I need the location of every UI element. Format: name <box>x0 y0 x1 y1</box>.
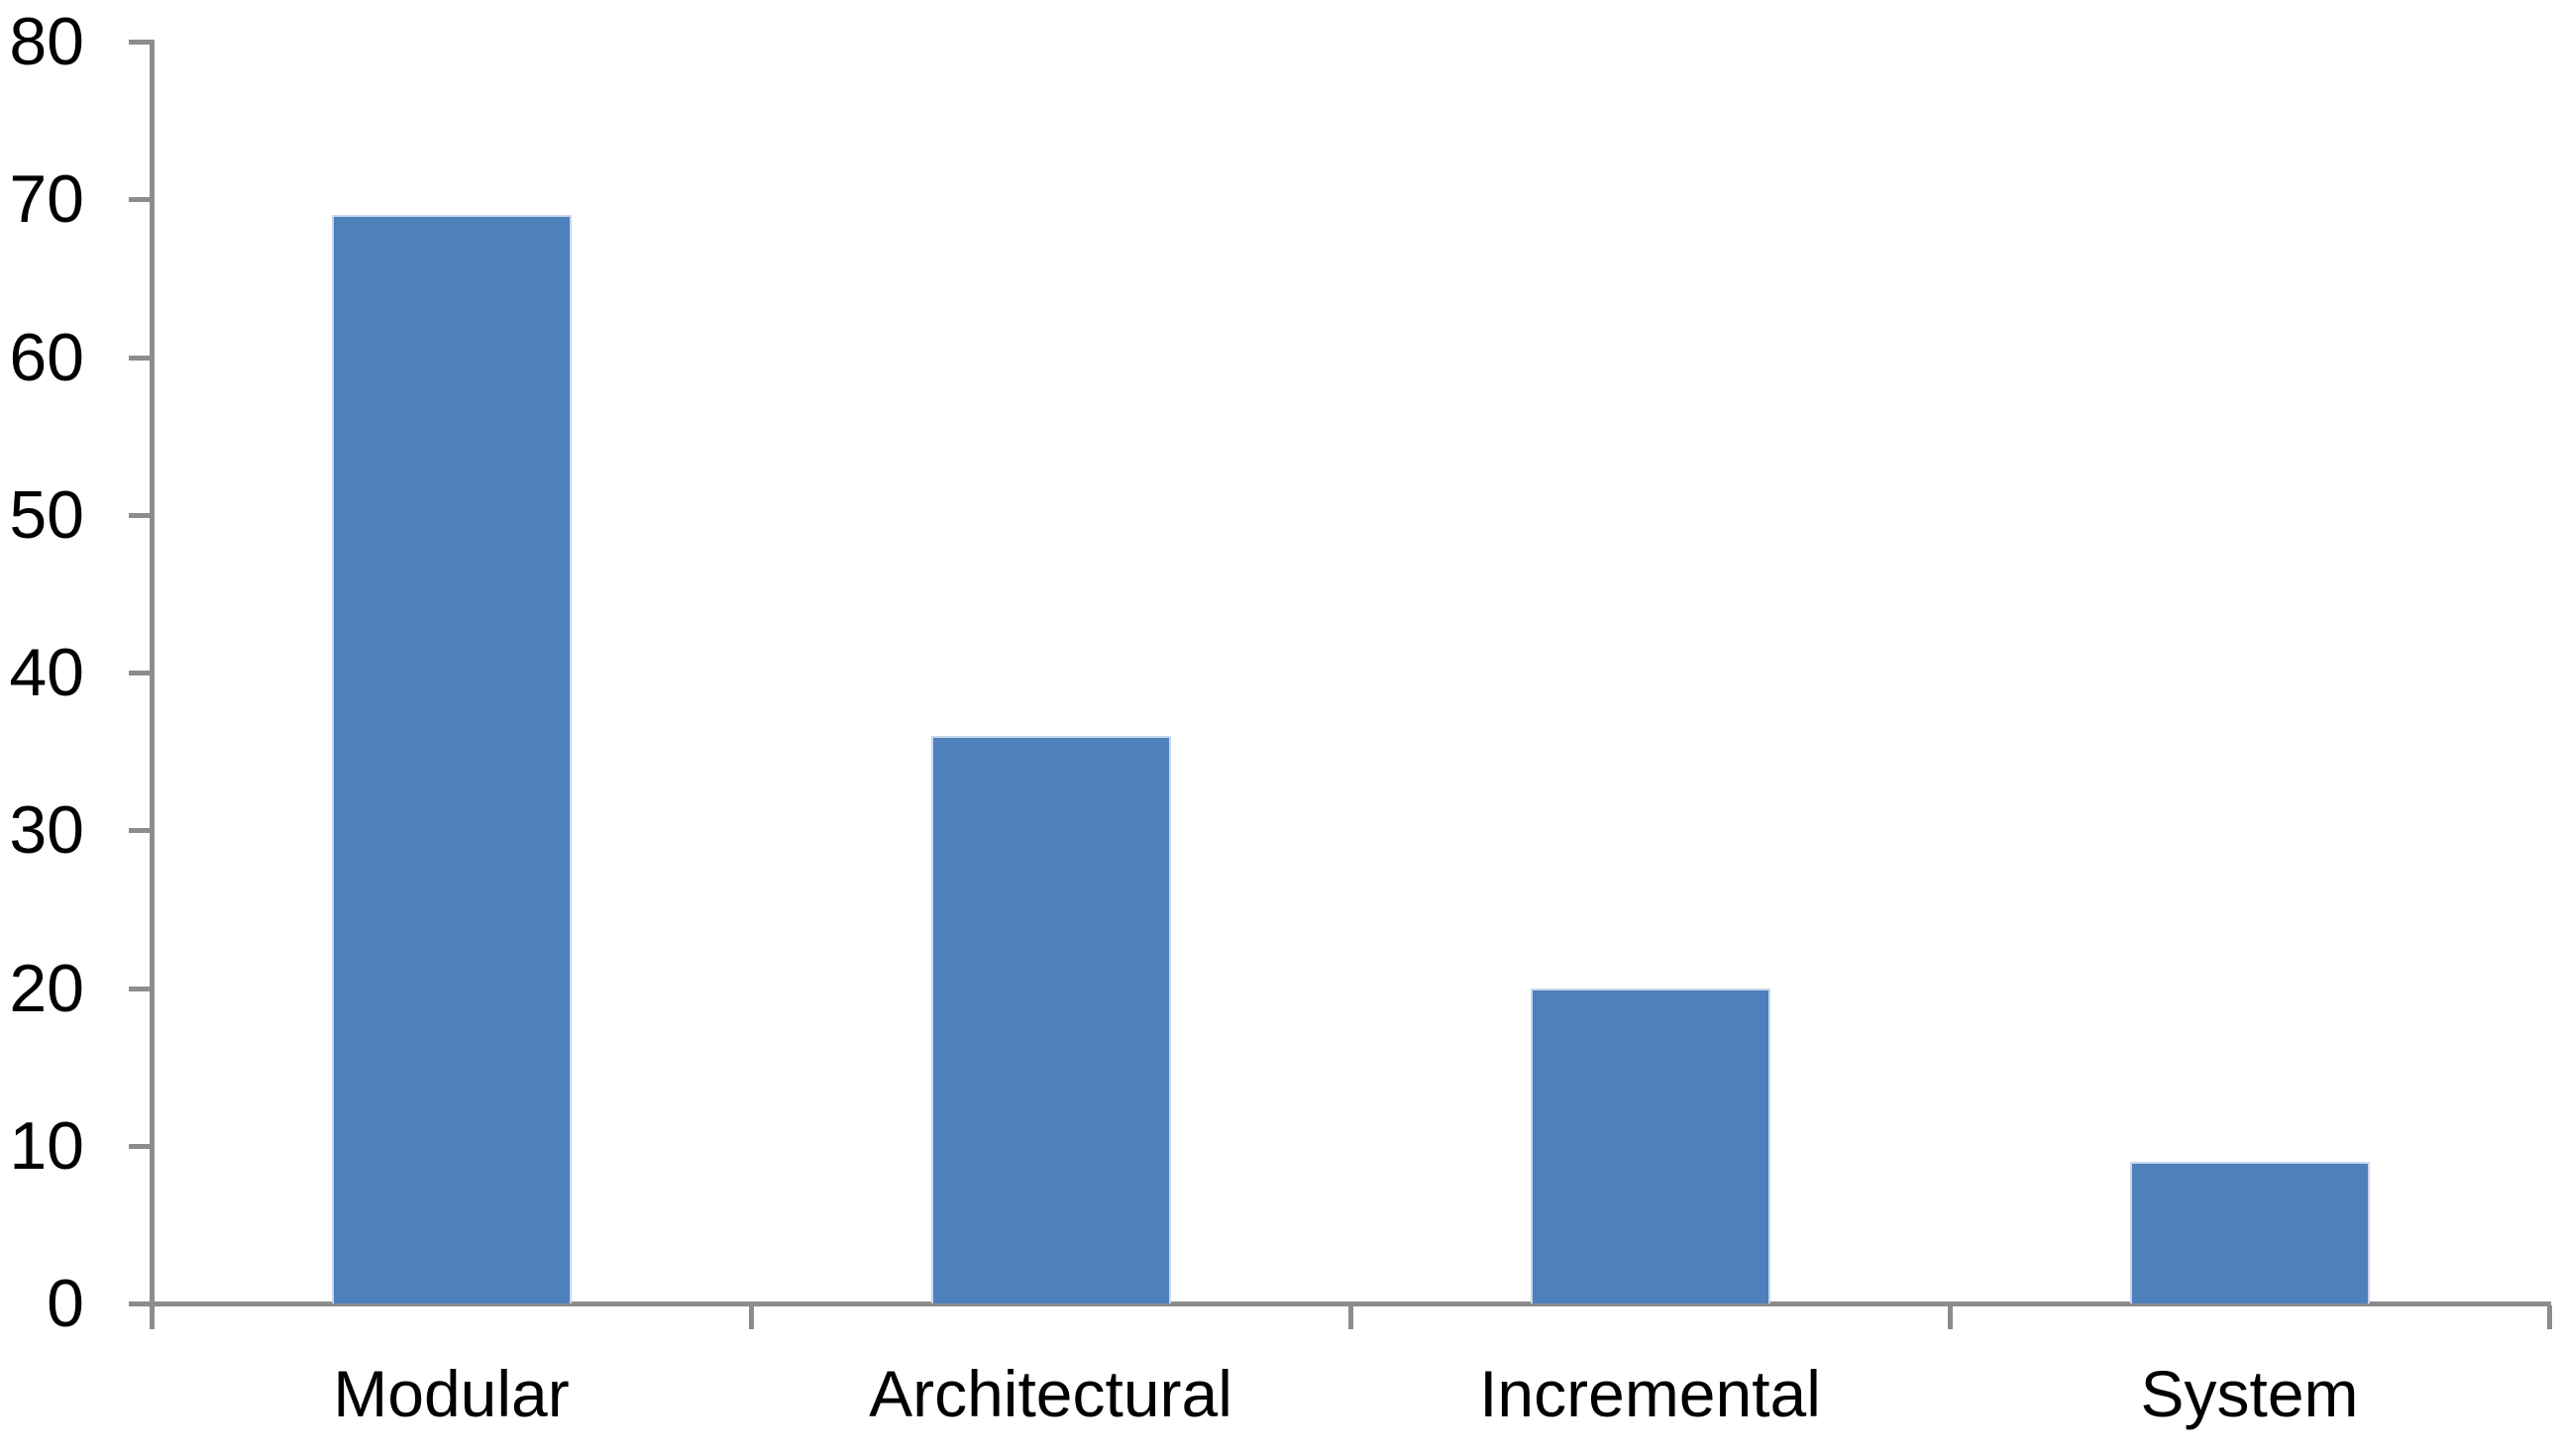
y-tick-label-60: 60 <box>9 319 84 395</box>
y-tick-mark-70 <box>129 197 150 203</box>
y-tick-mark-60 <box>129 355 150 361</box>
y-tick-mark-20 <box>129 986 150 991</box>
y-tick-label-40: 40 <box>9 635 84 710</box>
y-axis-line <box>150 40 155 1327</box>
y-tick-label-70: 70 <box>9 161 84 238</box>
bar-system <box>2129 1161 2370 1303</box>
y-tick-label-80: 80 <box>9 4 84 79</box>
y-tick-label-50: 50 <box>9 476 84 553</box>
x-axis-line <box>129 1301 2551 1306</box>
x-tick-mark-2 <box>1348 1305 1353 1329</box>
y-tick-label-0: 0 <box>47 1266 84 1341</box>
x-tick-mark-3 <box>1948 1305 1953 1329</box>
x-tick-mark-0 <box>150 1305 155 1329</box>
bar-modular <box>331 215 572 1303</box>
y-tick-label-30: 30 <box>9 792 84 869</box>
y-tick-mark-80 <box>129 40 150 45</box>
y-tick-label-20: 20 <box>9 950 84 1026</box>
y-tick-mark-30 <box>129 828 150 834</box>
y-tick-mark-0 <box>129 1301 150 1306</box>
x-category-label-incremental: Incremental <box>1479 1357 1821 1430</box>
x-category-label-system: System <box>2140 1357 2359 1430</box>
y-tick-mark-10 <box>129 1143 150 1149</box>
bar-architectural <box>930 735 1171 1303</box>
y-tick-mark-50 <box>129 512 150 518</box>
x-category-label-modular: Modular <box>333 1357 570 1430</box>
x-tick-mark-4 <box>2547 1305 2552 1329</box>
y-tick-label-10: 10 <box>9 1107 84 1184</box>
bar-incremental <box>1530 988 1770 1303</box>
x-tick-mark-1 <box>749 1305 754 1329</box>
y-tick-mark-40 <box>129 671 150 676</box>
x-category-label-architectural: Architectural <box>869 1357 1232 1430</box>
